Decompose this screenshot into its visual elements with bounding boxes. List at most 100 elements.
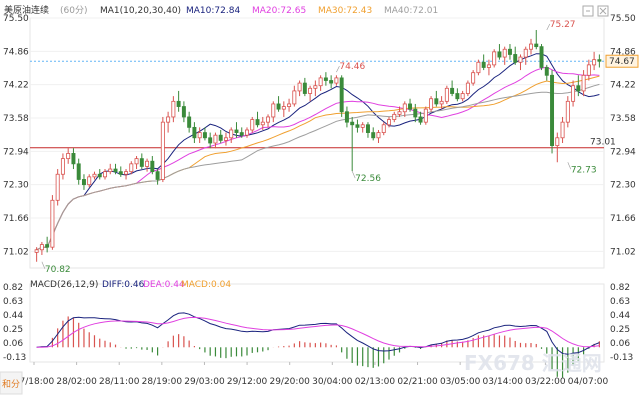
candle-body xyxy=(576,85,581,92)
candle-body xyxy=(344,111,349,123)
macd-dea-value: DEA:0.44 xyxy=(143,280,185,290)
macd-tick-right: 0.25 xyxy=(610,325,630,335)
ma10-line xyxy=(36,53,600,251)
annotation-arrow xyxy=(41,261,46,269)
candle-body xyxy=(245,129,249,136)
price-tick-right: 74.86 xyxy=(610,47,636,57)
candle-body xyxy=(292,90,297,105)
candle-body xyxy=(208,137,213,144)
period-label: (60分) xyxy=(60,5,87,16)
macd-diff-line xyxy=(36,312,600,355)
settings-icon[interactable] xyxy=(582,5,594,17)
candle-body xyxy=(250,119,255,131)
ma30-line xyxy=(36,75,600,251)
candle-body xyxy=(539,46,544,68)
candle-body xyxy=(492,51,497,66)
candle-body xyxy=(592,59,597,66)
candle-body xyxy=(513,54,518,63)
annotation-label: 72.73 xyxy=(571,165,597,175)
candle-body xyxy=(392,113,397,120)
close-icon[interactable] xyxy=(597,5,609,17)
candle-body xyxy=(523,48,528,58)
time-tick-label: 03/22:00 xyxy=(525,377,566,387)
price-tick-right: 75.50 xyxy=(610,14,636,24)
ma40-value: MA40:72.01 xyxy=(384,6,438,16)
candle-body xyxy=(139,158,144,167)
macd-panel-frame xyxy=(29,283,605,363)
time-tick-label: 02/13:00 xyxy=(355,377,396,387)
candle-body xyxy=(339,77,344,113)
candle-body xyxy=(202,132,207,139)
candle-body xyxy=(360,124,365,128)
candle-body xyxy=(150,160,155,173)
candle-body xyxy=(145,160,150,167)
candle-body xyxy=(571,85,576,102)
candle-body xyxy=(418,116,423,123)
annotation-arrow xyxy=(567,162,572,170)
time-tick-label: 04/07:00 xyxy=(568,377,609,387)
candle-body xyxy=(323,77,328,81)
macd-tick-right: 0.06 xyxy=(610,339,630,349)
candle-body xyxy=(497,51,502,58)
candle-body xyxy=(423,108,428,123)
annotation-arrow xyxy=(351,171,356,179)
time-tick-label: 02/21:00 xyxy=(397,377,438,387)
candle-body xyxy=(229,129,234,139)
candle-body xyxy=(218,134,223,141)
candle-body xyxy=(213,134,218,144)
macd-tick-left: 0.82 xyxy=(3,283,23,293)
candle-body xyxy=(471,72,476,84)
macd-tick-left: 0.63 xyxy=(3,297,23,307)
candle-body xyxy=(302,82,307,94)
candle-body xyxy=(155,171,160,180)
candle-body xyxy=(444,87,449,102)
candle-body xyxy=(66,153,71,160)
candle-body xyxy=(413,108,418,118)
candle-body xyxy=(518,56,523,63)
candle-body xyxy=(334,77,339,84)
macd-dea-line xyxy=(36,316,600,348)
price-panel-frame xyxy=(29,17,605,269)
ma10-value: MA10:72.84 xyxy=(186,6,240,16)
side-tab-label: 和分 xyxy=(2,379,20,390)
candle-body xyxy=(176,100,181,107)
candle-body xyxy=(271,103,276,118)
candle-body xyxy=(560,121,565,139)
candle-body xyxy=(550,74,555,147)
ma-params-label: MA1(10,20,30,40) xyxy=(100,6,181,16)
candle-body xyxy=(502,48,507,58)
candle-body xyxy=(76,163,81,180)
candle-body xyxy=(429,98,434,110)
candle-body xyxy=(71,153,76,165)
candle-body xyxy=(287,103,292,107)
price-tick-right: 71.66 xyxy=(610,214,636,224)
side-tab[interactable] xyxy=(0,371,23,395)
moving-average-lines xyxy=(36,53,600,251)
candle-body xyxy=(355,124,360,128)
price-axis: 75.50 75.50 74.86 74.86 74.22 74.22 73.58 73.58… xyxy=(3,14,636,257)
candle-body xyxy=(597,59,602,62)
price-tick-right: 72.30 xyxy=(610,181,636,191)
ma20-line xyxy=(36,66,600,251)
candle-body xyxy=(234,129,239,133)
candle-body xyxy=(460,93,465,100)
macd-tick-left: 0.25 xyxy=(3,325,23,335)
macd-params-label: MACD(26,12,9) xyxy=(30,280,98,290)
candle-body xyxy=(187,116,192,128)
annotation-label: 72.56 xyxy=(355,174,381,184)
ma20-value: MA20:72.65 xyxy=(252,6,306,16)
time-tick-label: 29/12:00 xyxy=(227,377,268,387)
annotation-label: 75.27 xyxy=(550,20,576,30)
macd-tick-right: -0.13 xyxy=(610,353,633,363)
candlestick-series xyxy=(34,29,602,262)
candle-body xyxy=(381,124,386,133)
time-tick-label: 29/03:00 xyxy=(184,377,225,387)
candle-body xyxy=(297,82,302,92)
macd-bar-value: MACD:0.04 xyxy=(181,280,231,290)
time-tick-label: 28/11:00 xyxy=(99,377,140,387)
price-tick-right: 72.94 xyxy=(610,147,636,157)
reference-line-label: 73.01 xyxy=(590,138,616,148)
candle-body xyxy=(60,158,65,175)
annotation-label: 74.46 xyxy=(339,62,365,72)
